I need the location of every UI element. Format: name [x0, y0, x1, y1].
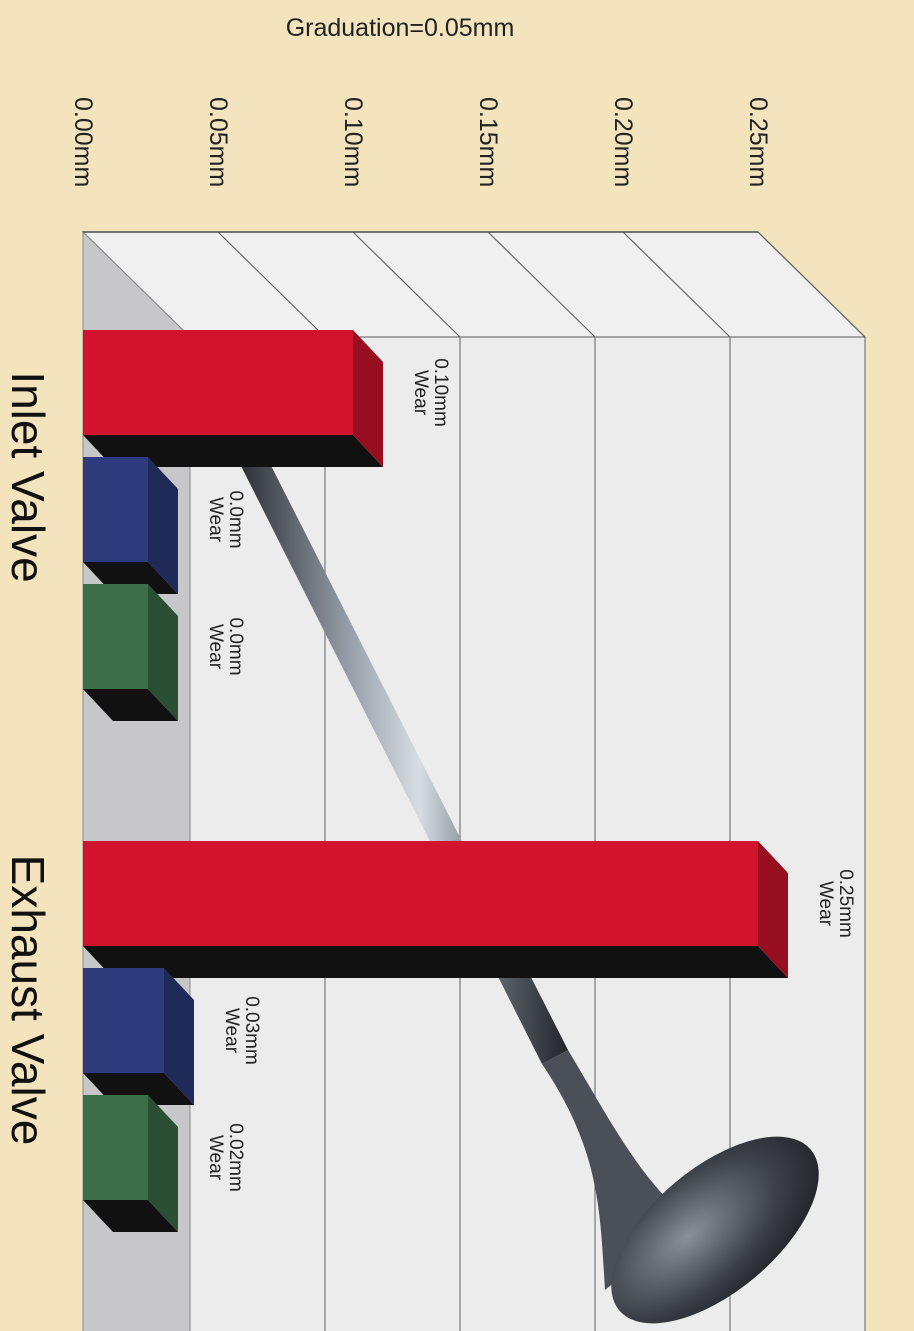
group-label-exhaust: Exhaust Valve	[2, 855, 54, 1146]
data-label: 0.0mmWear	[205, 617, 246, 675]
gridline-diagonal	[487, 231, 596, 338]
gridline-diagonal	[217, 231, 326, 338]
group-label-inlet: Inlet Valve	[2, 371, 54, 582]
gridline-diagonal	[622, 231, 731, 338]
bar-inlet-2	[83, 584, 178, 721]
bar-front-face	[83, 968, 164, 1073]
data-label: 0.02mmWear	[205, 1123, 246, 1192]
tick-label: 0.00mm	[69, 97, 97, 187]
bar-bottom-face	[83, 435, 383, 467]
tick-label: 0.15mm	[474, 97, 502, 187]
bar-bottom-face	[83, 946, 788, 978]
bar-front-face	[83, 330, 353, 435]
bar-end-face	[148, 457, 178, 594]
bar-inlet-0	[83, 330, 383, 467]
bar-end-face	[148, 584, 178, 721]
bar-bottom-face	[83, 689, 178, 721]
bar-exhaust-1	[83, 968, 194, 1105]
bar-end-face	[164, 968, 194, 1105]
bar-end-face	[353, 330, 383, 467]
chart-title: Graduation=0.05mm	[286, 14, 515, 42]
axis-ticks: 0.00mm 0.05mm 0.10mm 0.15mm 0.20mm 0.25mm	[69, 97, 772, 187]
gridline-diagonal	[352, 231, 461, 338]
bar-inlet-1	[83, 457, 178, 594]
bar-end-face	[148, 1095, 178, 1232]
bar-front-face	[83, 457, 148, 562]
bar-front-face	[83, 584, 148, 689]
tick-label: 0.20mm	[609, 97, 637, 187]
tick-label: 0.05mm	[204, 97, 232, 187]
data-label: 0.10mmWear	[410, 358, 451, 427]
bar-front-face	[83, 1095, 148, 1200]
bar-exhaust-0	[83, 841, 788, 978]
bar-end-face	[758, 841, 788, 978]
bar-exhaust-2	[83, 1095, 178, 1232]
bar-front-face	[83, 841, 758, 946]
tick-label: 0.10mm	[339, 97, 367, 187]
data-label: 0.0mmWear	[205, 490, 246, 548]
bars-layer: 0.10mmWear 0.25mmWear 0.0mmWear 0.03mmWear 0…	[83, 330, 856, 1232]
data-label: 0.03mmWear	[221, 996, 262, 1065]
data-label: 0.25mmWear	[815, 869, 856, 938]
tick-label: 0.25mm	[744, 97, 772, 187]
valve-head	[611, 1136, 819, 1324]
plot-top-face	[81, 231, 867, 338]
bar-bottom-face	[83, 1200, 178, 1232]
gridline-diagonal	[757, 231, 866, 338]
